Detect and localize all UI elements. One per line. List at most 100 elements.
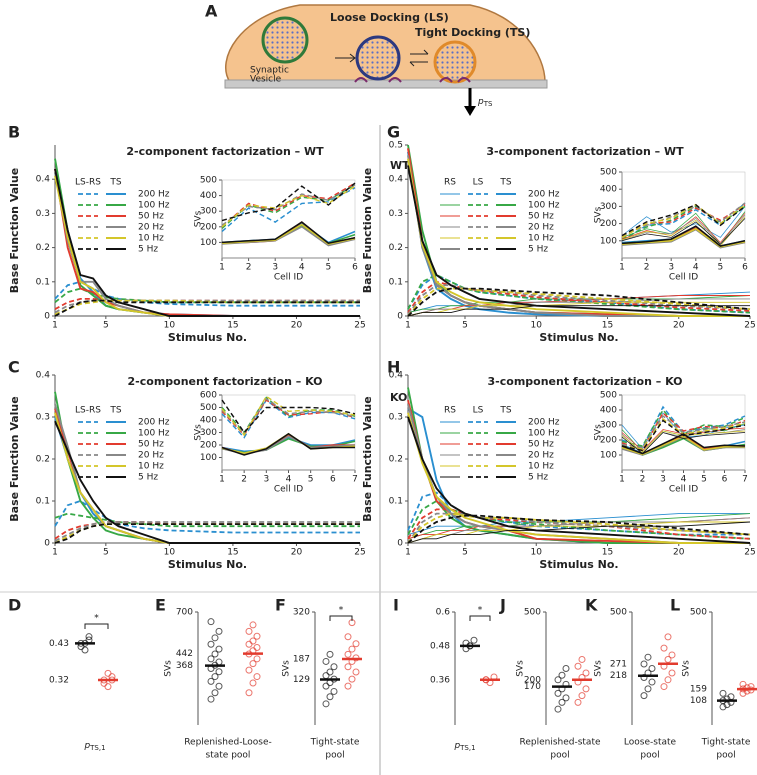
legend-header: RS: [444, 406, 456, 416]
data-point: [344, 650, 352, 658]
data-point: [352, 668, 360, 676]
series-line: [221, 221, 356, 245]
y-tick-label: 0.6: [436, 608, 451, 618]
x-tick-label: 10: [531, 548, 543, 558]
panel-letter: A: [205, 2, 218, 21]
y-axis-label: Base Function Value: [8, 396, 21, 521]
data-point: [348, 645, 356, 653]
x-tick-label: 6: [722, 475, 728, 485]
state-label: Tight Docking (TS): [415, 26, 530, 39]
y-tick-label: 500: [524, 608, 541, 618]
x-tick-label: 20: [291, 321, 303, 331]
data-point: [554, 689, 562, 697]
legend-label: 50 Hz: [138, 212, 164, 222]
data-point: [207, 677, 215, 685]
data-point: [743, 684, 751, 692]
series-line: [407, 305, 750, 317]
panel-letter: K: [585, 596, 598, 615]
data-point: [668, 651, 676, 659]
data-point: [470, 636, 478, 644]
legend-label: 50 Hz: [138, 440, 164, 450]
data-point: [249, 621, 257, 629]
x-tick-label: 7: [742, 475, 748, 485]
state-label: Loose Docking (LS): [330, 11, 449, 24]
data-point: [558, 671, 566, 679]
significance-star: *: [94, 614, 99, 624]
series-line: [407, 512, 751, 544]
x-tick-label: 5: [103, 548, 109, 558]
x-tick-label: 2: [241, 475, 247, 485]
data-point: [648, 665, 656, 672]
data-point: [644, 685, 652, 693]
legend-header: LS: [473, 406, 484, 416]
series-line: [621, 218, 746, 245]
inset-x-label: Cell ID: [669, 485, 698, 495]
arrow: [409, 49, 429, 67]
series-line: [621, 408, 746, 447]
y-tick-label: 400: [200, 191, 217, 201]
data-point: [574, 662, 582, 670]
mean-label: 0.43: [49, 639, 69, 649]
legend-header: RS: [444, 178, 456, 188]
arrow-head: [464, 106, 476, 116]
series-line: [221, 223, 356, 245]
data-point: [215, 627, 223, 635]
data-point: [326, 668, 334, 676]
series-line: [621, 411, 746, 450]
panel-letter: D: [8, 596, 21, 615]
chart-title: 3-component factorization – KO: [488, 375, 683, 388]
mean-label: 129: [293, 675, 310, 685]
y-tick-label: 300: [600, 202, 617, 212]
data-point: [253, 632, 261, 640]
legend-label: 20 Hz: [528, 223, 554, 233]
y-tick-label: 500: [610, 608, 627, 618]
x-axis-label: pool: [640, 751, 659, 761]
data-point: [660, 683, 668, 691]
y-tick-label: 0.2: [36, 455, 50, 465]
data-point: [562, 665, 570, 672]
x-axis-label: Tight-state: [310, 738, 360, 748]
x-tick-label: 3: [668, 263, 674, 273]
y-tick-label: 500: [690, 608, 707, 618]
y-axis-label: Base Function Value: [8, 168, 21, 293]
data-point: [348, 675, 356, 683]
legend-header: TS: [109, 178, 121, 188]
arrow: [335, 53, 356, 63]
data-point: [330, 663, 338, 671]
y-tick-label: 0.3: [36, 413, 50, 423]
x-axis-label: Replenished-Loose-: [184, 738, 272, 748]
y-axis-label: SVs: [594, 660, 604, 677]
legend-header: TS: [109, 406, 121, 416]
significance-star: *: [339, 606, 344, 616]
mean-label: 108: [690, 696, 707, 706]
x-tick-label: 2: [246, 263, 252, 273]
legend-label: 5 Hz: [528, 473, 548, 483]
panel-letter: J: [499, 596, 506, 615]
series-line: [221, 399, 356, 434]
data-point: [211, 689, 219, 697]
y-tick-label: 200: [600, 436, 617, 446]
data-point: [322, 657, 330, 665]
series-line: [407, 508, 751, 540]
series-line: [407, 274, 751, 314]
series-line: [621, 419, 746, 452]
mean-label: 0.48: [430, 641, 450, 651]
data-point: [719, 689, 727, 697]
y-tick-label: 500: [200, 403, 217, 413]
y-tick-label: 200: [200, 441, 217, 451]
y-axis-label: SVs: [164, 660, 174, 677]
data-point: [245, 666, 253, 674]
x-tick-label: 1: [219, 263, 225, 273]
x-tick-label: 1: [619, 475, 625, 485]
x-axis-label: Stimulus No.: [539, 558, 618, 571]
x-tick-label: 2: [640, 475, 646, 485]
x-tick-label: 6: [742, 263, 748, 273]
series-line: [407, 287, 751, 317]
y-tick-label: 500: [200, 176, 217, 186]
x-tick-label: 10: [531, 321, 543, 331]
series-line: [221, 187, 356, 233]
y-tick-label: 0: [397, 539, 403, 549]
x-tick-label: 1: [52, 548, 58, 558]
data-point: [322, 700, 330, 708]
y-tick-label: 700: [176, 608, 193, 618]
